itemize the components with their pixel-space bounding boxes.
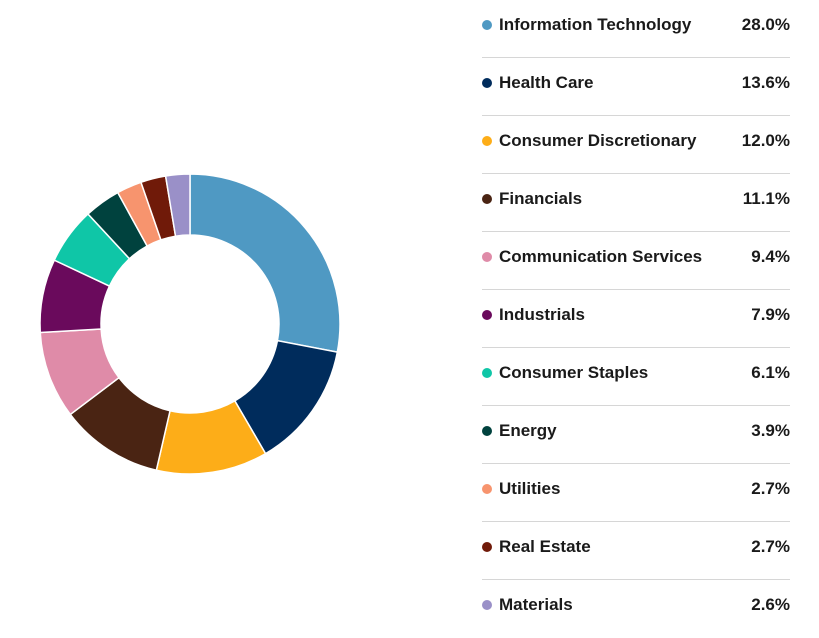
- legend-value: 9.4%: [751, 246, 790, 266]
- legend-item-real-estate: Real Estate 2.7%: [482, 522, 790, 580]
- legend-item-industrials: Industrials 7.9%: [482, 290, 790, 348]
- legend-color-dot-icon: [482, 600, 492, 610]
- legend-label: Information Technology: [499, 14, 692, 34]
- legend-color-dot-icon: [482, 425, 492, 436]
- legend-color-dot-icon: [482, 309, 492, 320]
- legend-item-energy: Energy 3.9%: [482, 406, 790, 464]
- legend-label: Consumer Discretionary: [499, 130, 697, 150]
- legend-color-dot-icon: [482, 19, 492, 30]
- legend-label: Utilities: [499, 478, 561, 498]
- legend-label: Industrials: [499, 304, 585, 324]
- legend-color-dot-icon: [482, 541, 492, 552]
- legend-item-utilities: Utilities 2.7%: [482, 464, 790, 522]
- legend-color-dot-icon: [482, 483, 492, 494]
- legend-color-dot-icon: [482, 135, 492, 146]
- legend-label: Materials: [499, 595, 573, 614]
- legend-value: 6.1%: [751, 362, 790, 382]
- legend-item-information-technology: Information Technology 28.0%: [482, 0, 790, 58]
- legend-value: 2.6%: [751, 595, 790, 614]
- legend-label: Real Estate: [499, 536, 591, 556]
- legend-item-health-care: Health Care 13.6%: [482, 58, 790, 116]
- legend-value: 3.9%: [751, 420, 790, 440]
- legend-value: 11.1%: [742, 188, 790, 208]
- legend-color-dot-icon: [482, 367, 492, 378]
- legend-value: 13.6%: [741, 72, 790, 92]
- legend-label: Energy: [499, 420, 557, 440]
- legend-item-consumer-discretionary: Consumer Discretionary 12.0%: [482, 116, 790, 174]
- legend-label: Consumer Staples: [499, 362, 649, 382]
- legend-item-financials: Financials 11.1%: [482, 174, 790, 232]
- legend-color-dot-icon: [482, 77, 492, 88]
- legend-label: Financials: [499, 188, 583, 208]
- legend-value: 28.0%: [741, 14, 790, 34]
- legend-item-materials: Materials 2.6%: [482, 580, 790, 638]
- donut-slice-information-technology: [189, 173, 341, 353]
- legend-item-communication-services: Communication Services 9.4%: [482, 232, 790, 290]
- sector-donut-chart: [39, 173, 341, 475]
- legend-value: 12.0%: [741, 130, 790, 150]
- legend-color-dot-icon: [482, 193, 492, 204]
- sector-legend: Information Technology 28.0% Health Care 13…: [482, 0, 790, 638]
- donut-slice-materials: [164, 173, 191, 238]
- legend-label: Health Care: [499, 72, 594, 92]
- legend-label: Communication Services: [499, 246, 703, 266]
- legend-value: 2.7%: [751, 478, 790, 498]
- legend-item-consumer-staples: Consumer Staples 6.1%: [482, 348, 790, 406]
- legend-value: 7.9%: [751, 304, 790, 324]
- legend-color-dot-icon: [482, 251, 492, 262]
- legend-value: 2.7%: [751, 536, 790, 556]
